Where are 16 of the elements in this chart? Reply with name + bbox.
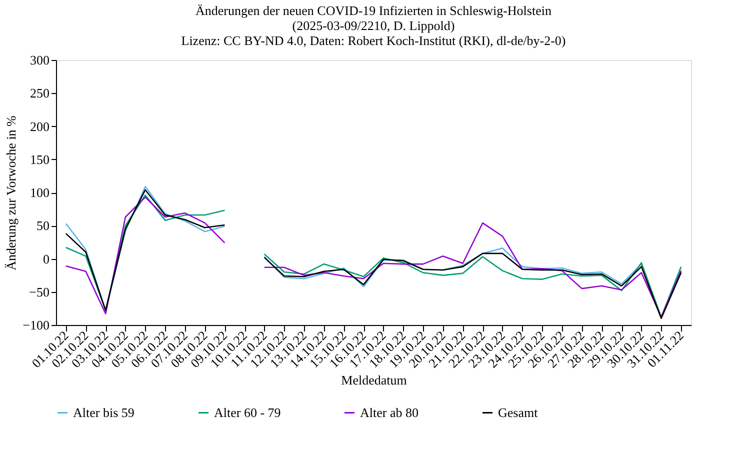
y-tick-label: 300 [30, 52, 50, 68]
y-tick-label: 0 [43, 251, 50, 266]
y-tick-label: 250 [30, 86, 50, 101]
x-axis-title: Meldedatum [341, 372, 407, 388]
y-tick-label: −50 [29, 284, 50, 300]
y-tick-label: 150 [30, 152, 50, 167]
y-tick-label: 50 [36, 218, 50, 234]
y-axis-title: Änderung zur Vorwoche in % [4, 115, 19, 270]
y-tick-label: 200 [30, 118, 50, 134]
chart-title: Änderungen der neuen COVID-19 Infizierten in Schleswig-Holstein (2025-03-09/2210, D. Lippold) Lizenz: CC BY-ND 4.0, Daten: Robert Koch-Institut (RKI), dl-de/by-2-0) [181, 3, 566, 48]
y-tick-label: −100 [22, 318, 50, 332]
legend-label: Alter 60 - 79 [214, 404, 281, 420]
legend-label: Alter bis 59 [73, 404, 134, 420]
legend-label: Gesamt [498, 404, 538, 420]
legend-label: Alter ab 80 [360, 404, 418, 420]
y-tick-label: 100 [30, 185, 50, 200]
